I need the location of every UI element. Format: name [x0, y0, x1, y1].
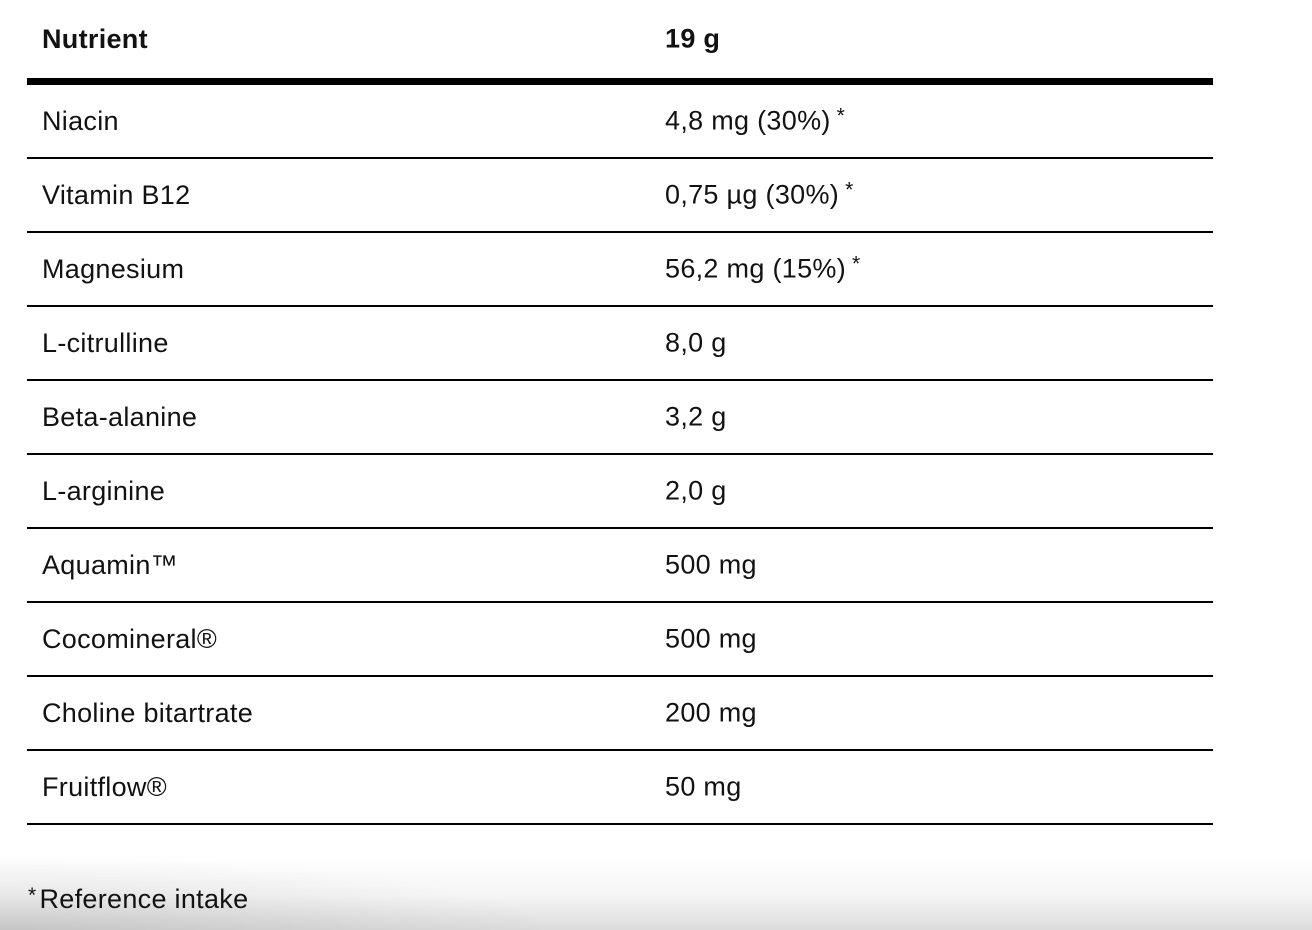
nutrition-table: Nutrient 19 g Niacin 4,8 mg (30%) * Vitam… [27, 0, 1213, 825]
nutrient-amount: 200 mg [665, 698, 763, 729]
table-header-row: Nutrient 19 g [27, 0, 1213, 85]
nutrient-amount: 500 mg [665, 624, 763, 655]
footnote-asterisk: * [28, 884, 37, 907]
nutrient-name: Aquamin™ [42, 549, 178, 580]
nutrient-amount: 0,75 µg (30%) * [665, 178, 854, 211]
nutrient-name: Vitamin B12 [42, 179, 191, 210]
amount-text: 0,75 µg (30%) [665, 179, 840, 210]
nutrient-amount: 50 mg [665, 772, 748, 803]
nutrient-name: L-arginine [42, 475, 166, 506]
column-header-nutrient: Nutrient [42, 23, 148, 54]
nutrient-name: Beta-alanine [42, 401, 198, 432]
nutrient-name: Fruitflow® [42, 771, 167, 802]
reference-asterisk: * [851, 252, 861, 276]
nutrient-amount: 8,0 g [665, 328, 733, 359]
table-row-vitamin-b12: Vitamin B12 0,75 µg (30%) * [27, 159, 1213, 233]
table-row-l-citrulline: L-citrulline 8,0 g [27, 307, 1213, 381]
nutrient-name: L-citrulline [42, 327, 169, 358]
table-row-choline-bitartrate: Choline bitartrate 200 mg [27, 677, 1213, 751]
nutrient-amount: 3,2 g [665, 402, 733, 433]
nutrient-name: Niacin [42, 105, 119, 136]
nutrient-name: Choline bitartrate [42, 697, 254, 728]
column-header-amount: 19 g [665, 23, 721, 54]
table-row-niacin: Niacin 4,8 mg (30%) * [27, 85, 1213, 159]
nutrient-amount: 2,0 g [665, 476, 733, 507]
amount-text: 8,0 g [665, 327, 727, 358]
page-bottom-shadow [0, 854, 1312, 930]
table-row-cocomineral: Cocomineral® 500 mg [27, 603, 1213, 677]
table-row-l-arginine: L-arginine 2,0 g [27, 455, 1213, 529]
table-row-aquamin: Aquamin™ 500 mg [27, 529, 1213, 603]
reference-asterisk: * [845, 178, 854, 202]
table-row-fruitflow: Fruitflow® 50 mg [27, 751, 1213, 825]
table-row-magnesium: Magnesium 56,2 mg (15%) * [27, 233, 1213, 307]
amount-text: 56,2 mg (15%) [665, 253, 846, 284]
amount-text: 50 mg [665, 771, 742, 802]
nutrient-amount: 56,2 mg (15%) * [665, 252, 861, 285]
amount-text: 500 mg [665, 623, 757, 654]
amount-text: 2,0 g [665, 475, 727, 506]
nutrient-amount: 4,8 mg (30%) * [665, 104, 846, 137]
amount-text: 4,8 mg (30%) [665, 105, 831, 136]
table-row-beta-alanine: Beta-alanine 3,2 g [27, 381, 1213, 455]
reference-asterisk: * [836, 104, 846, 128]
amount-text: 3,2 g [665, 401, 727, 432]
footnote-text: Reference intake [39, 884, 249, 914]
amount-text: 500 mg [665, 549, 757, 580]
nutrient-name: Cocomineral® [42, 623, 218, 654]
nutrient-amount: 500 mg [665, 550, 763, 581]
footnote: * Reference intake [28, 884, 248, 915]
amount-text: 200 mg [665, 697, 757, 728]
nutrient-name: Magnesium [42, 253, 185, 284]
